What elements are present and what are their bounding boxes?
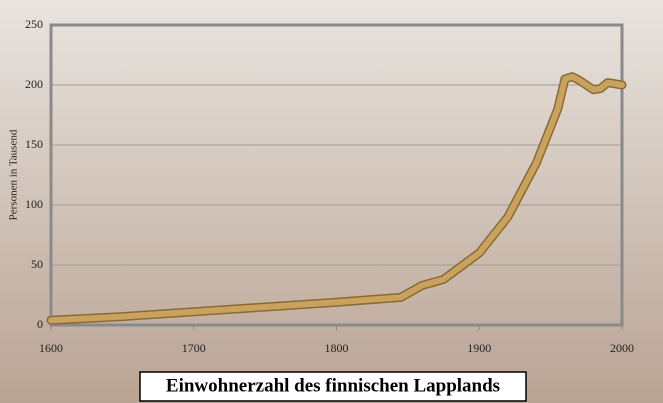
x-tick-label: 1800 — [325, 341, 349, 355]
x-tick-label: 1600 — [39, 341, 63, 355]
y-tick-label: 250 — [25, 17, 43, 31]
y-tick-label: 100 — [25, 197, 43, 211]
title-box — [139, 371, 527, 402]
y-tick-label: 200 — [25, 77, 43, 91]
x-tick-label: 1900 — [467, 341, 491, 355]
chart-title: Einwohnerzahl des finnischen Lapplands — [166, 375, 500, 396]
line — [48, 73, 625, 324]
y-tick-label: 150 — [25, 137, 43, 151]
x-tick-label: 1700 — [182, 341, 206, 355]
plot-frame — [49, 23, 624, 327]
y-axis-label: Personen in Tausend — [8, 129, 20, 220]
x-tick-label: 2000 — [610, 341, 634, 355]
y-tick-label: 50 — [31, 257, 43, 271]
y-tick-label: 0 — [37, 317, 43, 331]
